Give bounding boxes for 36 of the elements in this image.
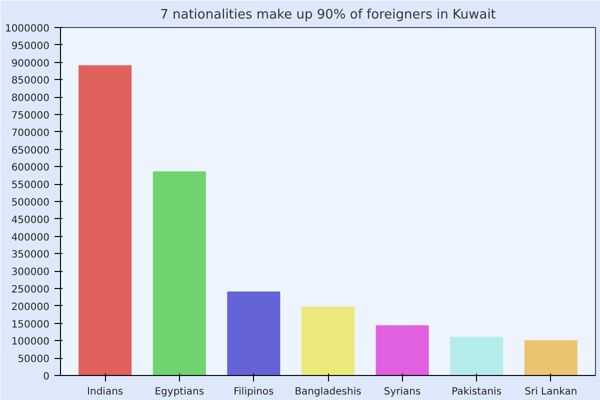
y-tick-label: 850000 (11, 76, 50, 87)
bar (524, 340, 578, 376)
y-tick-label: 700000 (11, 128, 50, 139)
x-tick-label: Pakistanis (452, 386, 502, 398)
y-tick-label: 50000 (18, 354, 50, 366)
y-tick-label: 300000 (11, 267, 50, 278)
bar (227, 291, 280, 376)
y-tick-label: 500000 (11, 198, 50, 208)
x-tick-label: Bangladeshis (294, 386, 362, 398)
x-tick-label: Filipinos (234, 386, 274, 398)
bar (301, 306, 355, 376)
y-tick-label: 550000 (11, 180, 50, 192)
bar (78, 65, 132, 376)
y-tick-label: 400000 (11, 232, 50, 244)
y-tick-label: 750000 (11, 110, 50, 122)
chart-title: 7 nationalities make up 90% of foreigners in Kuwait (160, 8, 496, 22)
bar (376, 325, 429, 376)
y-tick-label: 1000000 (4, 24, 50, 34)
x-tick-label: Syrians (384, 386, 421, 398)
y-tick-label: 250000 (11, 284, 50, 296)
bar (450, 336, 504, 376)
y-tick-label: 100000 (11, 336, 50, 348)
y-tick-label: 600000 (11, 162, 50, 174)
y-tick-label: 900000 (11, 58, 50, 70)
y-tick-label: 800000 (11, 93, 50, 104)
y-tick-label: 950000 (11, 40, 50, 52)
x-tick-label: Indians (87, 386, 124, 398)
bar (152, 171, 206, 376)
x-tick-label: Egyptians (154, 386, 204, 398)
y-tick-label: 350000 (11, 250, 50, 261)
x-tick-label: Sri Lankan (524, 386, 578, 398)
y-tick-label: 200000 (11, 302, 50, 313)
y-tick-label: 450000 (11, 214, 50, 226)
y-tick-label: 650000 (11, 145, 50, 156)
y-tick-label: 150000 (11, 319, 50, 330)
y-tick-label: 0 (43, 372, 50, 382)
